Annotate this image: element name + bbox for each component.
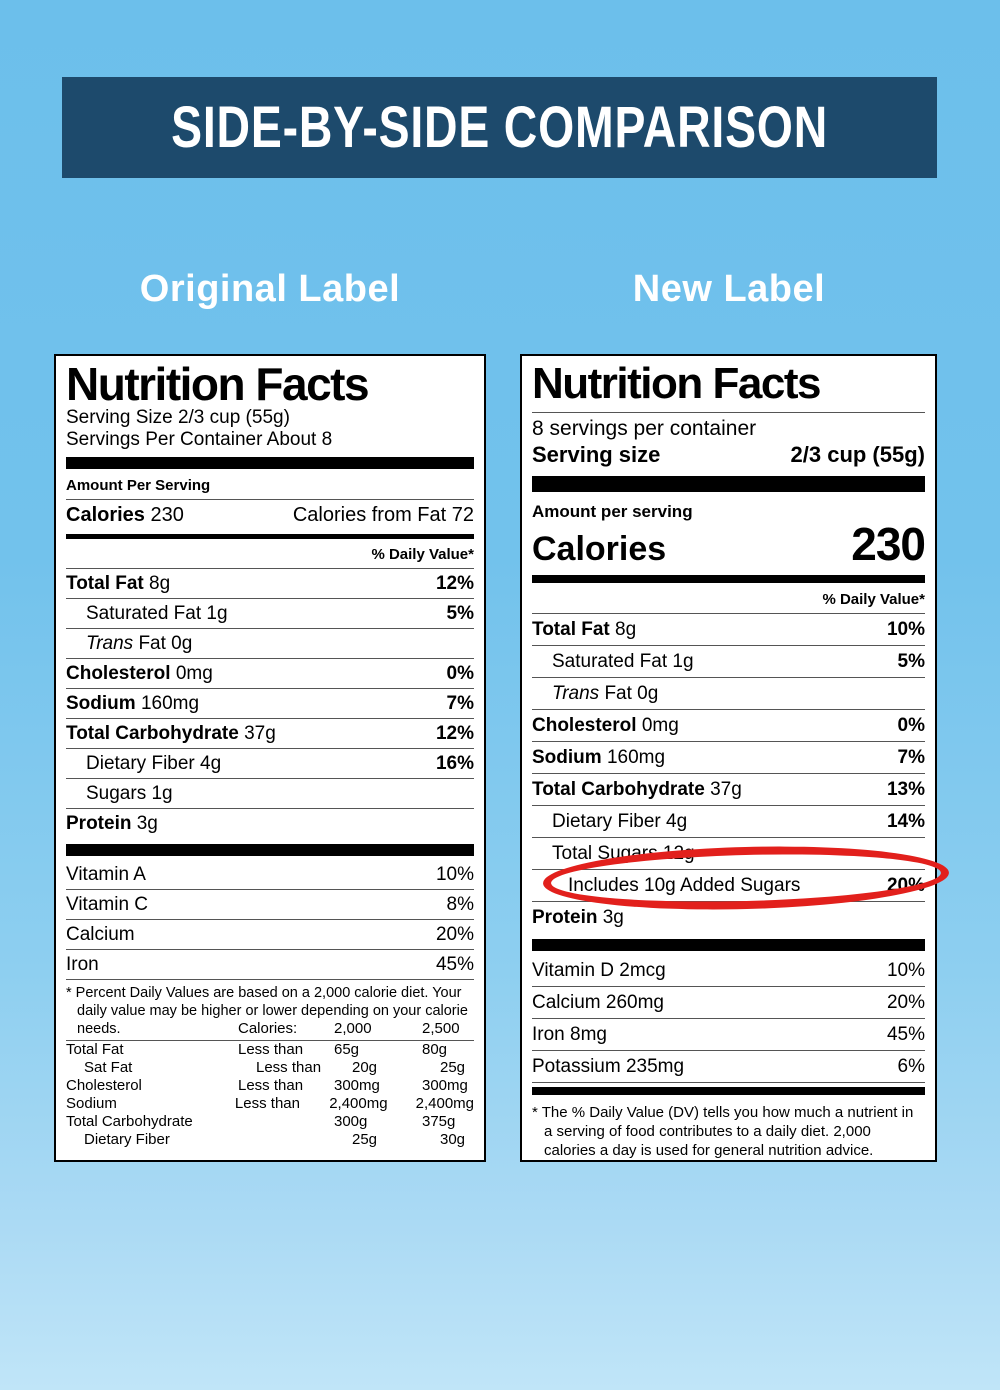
nutrient-row-total-carbohydrate: Total Carbohydrate 37g 12%: [66, 718, 474, 748]
vitamin-row-potassium: Potassium 235mg 6%: [532, 1051, 925, 1083]
new-daily-value-header: % Daily Value*: [822, 591, 925, 608]
calories-label: Calories: [66, 504, 151, 526]
new-footnote: * The % Daily Value (DV) tells you how m…: [532, 1104, 914, 1159]
divider-bar: [532, 476, 925, 492]
nutrient-row-cholesterol: Cholesterol 0mg 0%: [66, 658, 474, 688]
nutrient-row-total-fat: Total Fat 8g 10%: [532, 613, 925, 645]
serving-size-value: 2/3 cup (55g): [790, 442, 925, 467]
original-servings-per-container: Servings Per Container About 8: [66, 429, 333, 450]
nutrient-row-total-sugars: Total Sugars 12g: [532, 837, 925, 869]
nutrient-row-added-sugars: Includes 10g Added Sugars 20%: [532, 869, 925, 901]
original-amount-per-serving: Amount Per Serving: [66, 477, 211, 494]
nutrient-row-saturated-fat: Saturated Fat 1g 5%: [66, 598, 474, 628]
nutrient-row-protein: Protein 3g: [66, 808, 474, 838]
heading-original-label: Original Label: [139, 268, 401, 310]
banner: SIDE-BY-SIDE COMPARISON: [62, 77, 937, 178]
divider-bar: [532, 939, 925, 951]
divider-bar: [66, 844, 474, 856]
heading-new-label: New Label: [632, 268, 826, 310]
nutrient-row-saturated-fat: Saturated Fat 1g 5%: [532, 645, 925, 677]
new-serving-size-row: Serving size 2/3 cup (55g): [532, 441, 925, 468]
footnote-table-row-total-carbohydrate: Total Carbohydrate 300g 375g: [66, 1113, 456, 1130]
footnote-table-row-dietary-fiber: Dietary Fiber 25g 30g: [84, 1131, 466, 1148]
footnote-table-row-sat-fat: Sat Fat Less than 20g 25g: [84, 1059, 466, 1076]
vitamin-row-calcium: Calcium 260mg 20%: [532, 987, 925, 1019]
nutrient-row-sodium: Sodium 160mg 7%: [66, 688, 474, 718]
new-calories-row: Calories 230: [532, 518, 926, 571]
nutrient-row-dietary-fiber: Dietary Fiber 4g 16%: [66, 748, 474, 778]
nutrient-row-dietary-fiber: Dietary Fiber 4g 14%: [532, 805, 925, 837]
new-servings-per-container: 8 servings per container: [532, 417, 757, 440]
banner-title: SIDE-BY-SIDE COMPARISON: [171, 95, 828, 160]
new-nutrition-label: Nutrition Facts 8 servings per container…: [520, 354, 937, 1162]
footnote-table-row-total-fat: Total Fat Less than 65g 80g: [66, 1041, 448, 1058]
vitamin-row-vitamin-a: Vitamin A 10%: [66, 860, 474, 890]
nutrient-row-sodium: Sodium 160mg 7%: [532, 741, 925, 773]
nutrient-row-sugars: Sugars 1g: [66, 778, 474, 808]
calories-label: Calories: [532, 530, 667, 568]
new-amount-per-serving: Amount per serving: [532, 502, 693, 521]
calories-from-fat: Calories from Fat 72: [292, 504, 474, 526]
original-calories-row: Calories 230 Calories from Fat 72: [66, 499, 474, 532]
new-title: Nutrition Facts: [532, 361, 925, 413]
vitamin-row-calcium: Calcium 20%: [66, 920, 474, 950]
original-serving-size: Serving Size 2/3 cup (55g): [66, 407, 290, 428]
footnote-table-header: Calories: 2,000 2,500: [66, 1020, 474, 1041]
nutrient-row-cholesterol: Cholesterol 0mg 0%: [532, 709, 925, 741]
nutrient-row-total-fat: Total Fat 8g 12%: [66, 568, 474, 598]
nutrient-row-total-carbohydrate: Total Carbohydrate 37g 13%: [532, 773, 925, 805]
original-daily-value-header: % Daily Value*: [371, 546, 474, 563]
calories-value: 230: [150, 504, 184, 526]
vitamin-row-vitamin-c: Vitamin C 8%: [66, 890, 474, 920]
divider-bar: [66, 534, 474, 539]
original-footnote: * Percent Daily Values are based on a 2,…: [66, 985, 468, 1037]
vitamin-row-iron: Iron 8mg 45%: [532, 1019, 925, 1051]
vitamin-row-iron: Iron 45%: [66, 950, 474, 980]
nutrient-row-trans-fat: Trans Fat 0g: [532, 677, 925, 709]
footnote-table-row-sodium: Sodium Less than 2,400mg 2,400mg: [66, 1095, 474, 1112]
nutrient-row-protein: Protein 3g: [532, 901, 925, 933]
vitamin-row-vitamin-d: Vitamin D 2mcg 10%: [532, 955, 925, 987]
serving-size-label: Serving size: [532, 442, 661, 467]
divider-bar: [532, 575, 925, 583]
original-nutrition-label: Nutrition Facts Serving Size 2/3 cup (55…: [54, 354, 486, 1162]
nutrient-row-trans-fat: Trans Fat 0g: [66, 628, 474, 658]
calories-value: 230: [851, 518, 926, 570]
original-title: Nutrition Facts: [66, 358, 370, 410]
divider-bar: [532, 1087, 925, 1095]
divider-bar: [66, 457, 474, 469]
footnote-table-row-cholesterol: Cholesterol Less than 300mg 300mg: [66, 1077, 468, 1094]
